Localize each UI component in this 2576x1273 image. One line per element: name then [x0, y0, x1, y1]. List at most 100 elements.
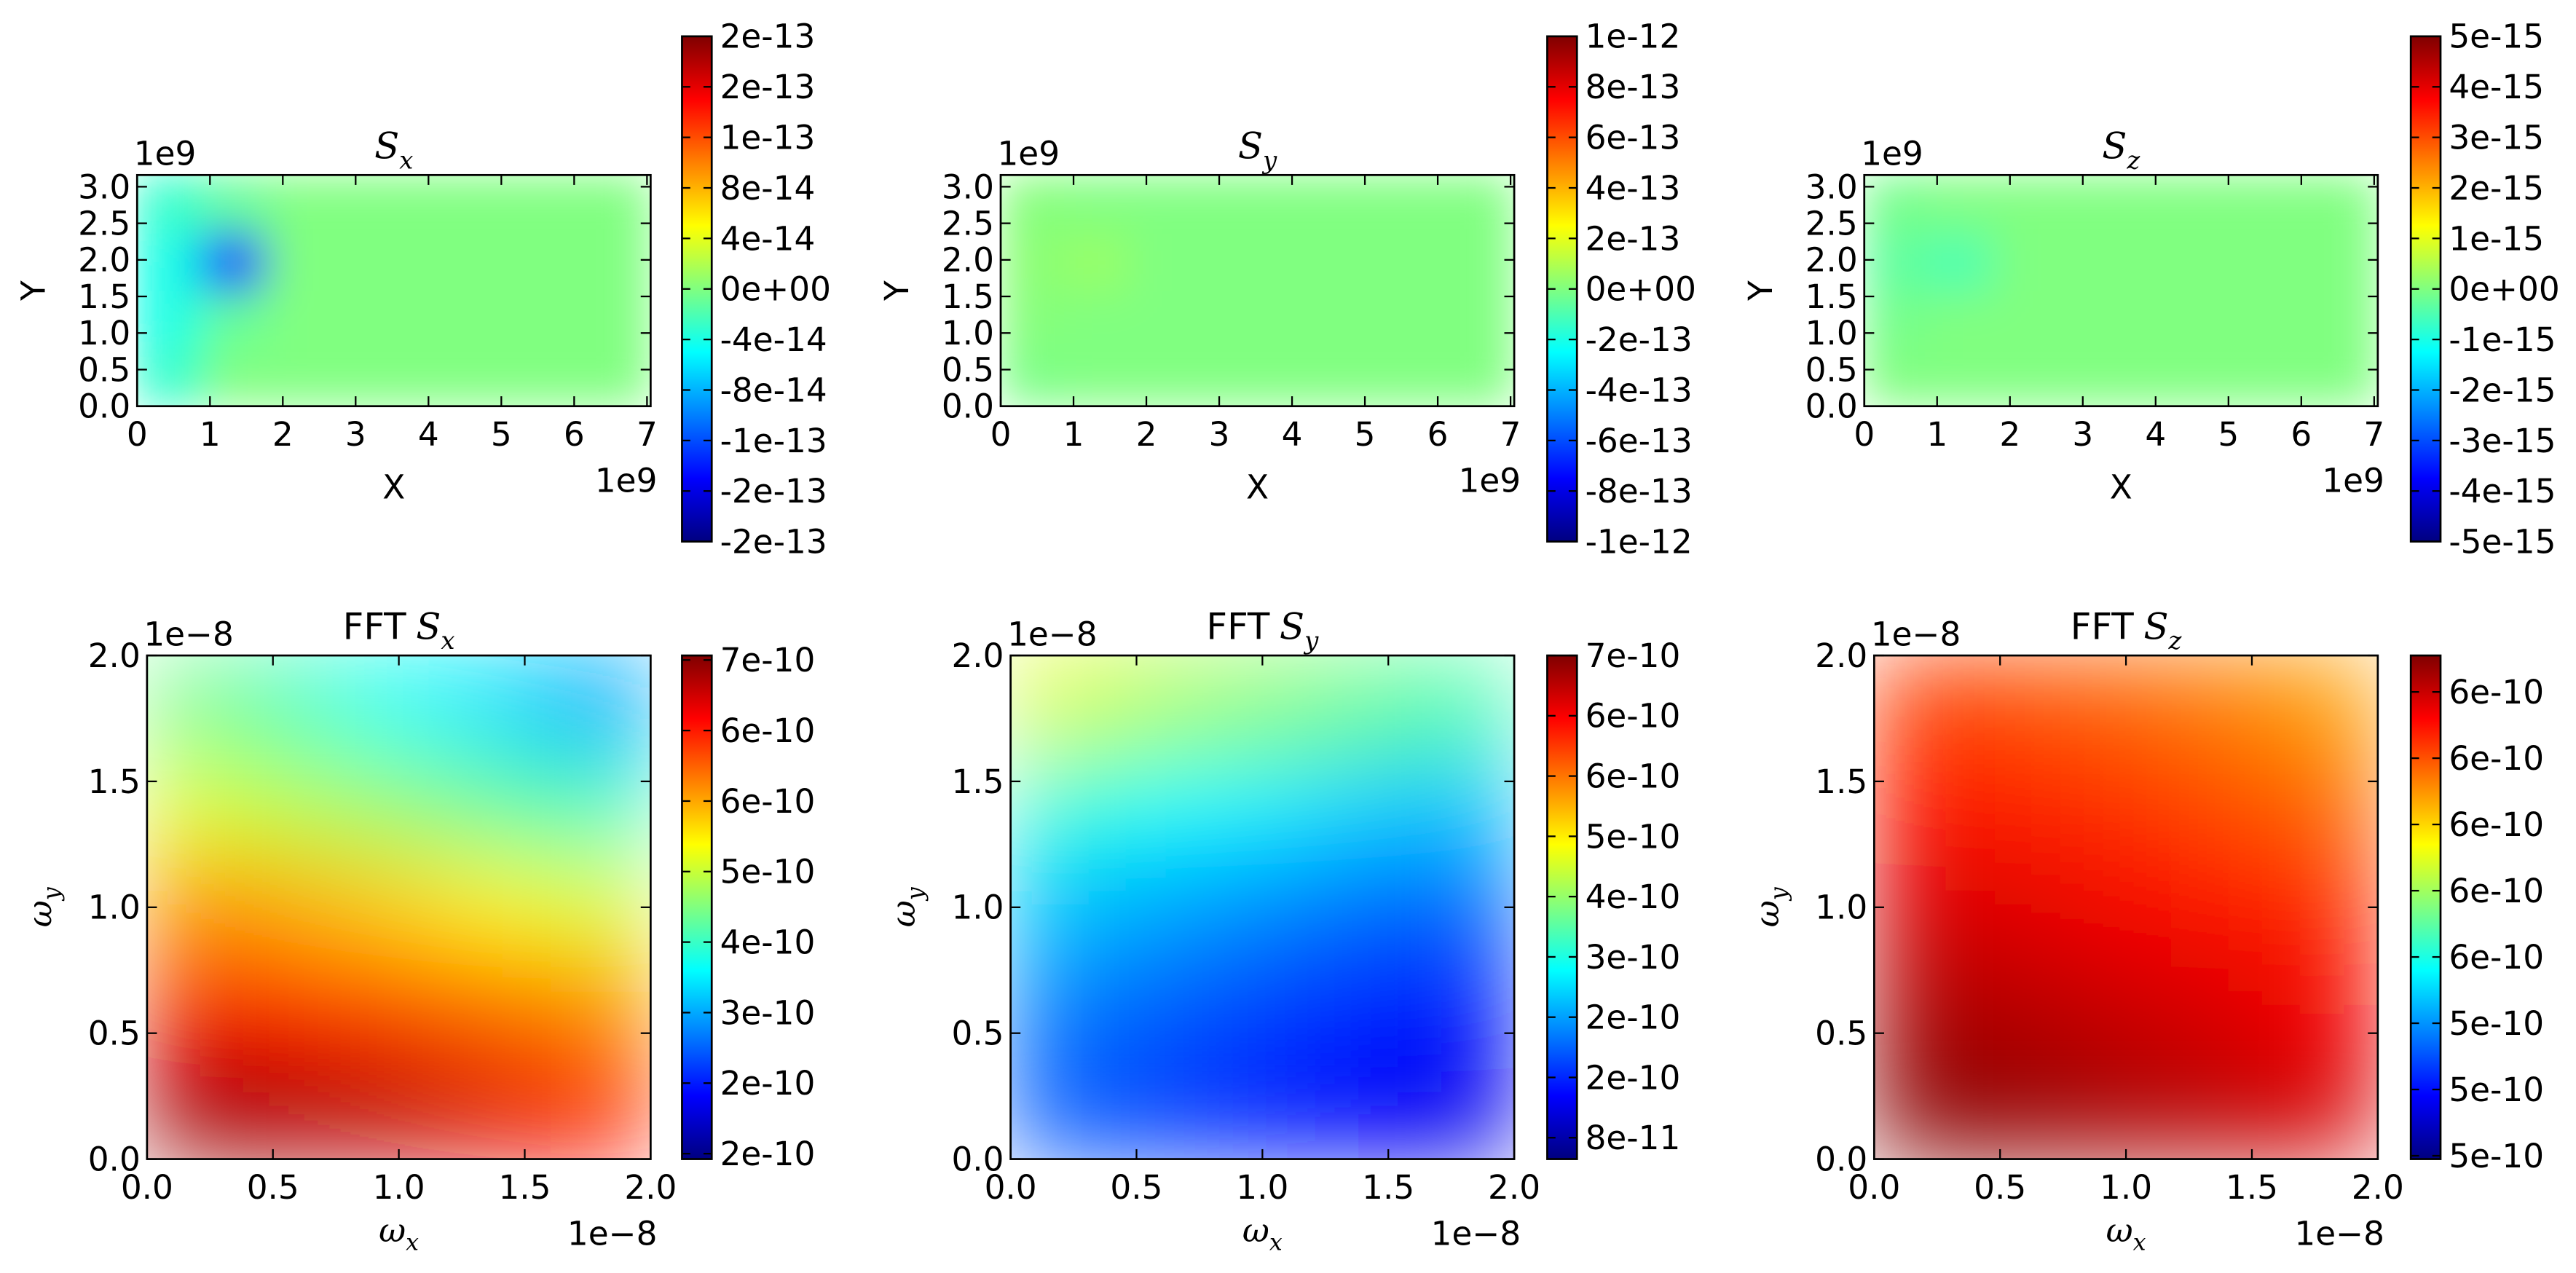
title-symbol: S — [416, 605, 441, 647]
y-offset-text: 1e9 — [997, 135, 1060, 173]
heatmap-cell — [2248, 232, 2315, 292]
y-tick-label: 0.5 — [1805, 350, 1858, 389]
y-tick-label: 1.5 — [88, 762, 141, 801]
colorbar-tick-label: -4e-15 — [2449, 472, 2556, 511]
y-tick-label: 0.0 — [88, 1140, 141, 1178]
x-tick-label: 6 — [2291, 415, 2312, 454]
colorbar-tick-label: 2e-10 — [720, 1064, 816, 1103]
x-offset-text: 1e9 — [1459, 462, 1521, 500]
heatmap-cell — [264, 232, 331, 292]
title-subscript: y — [1261, 146, 1277, 175]
heatmap-cell — [247, 755, 350, 858]
heatmap-cell — [2120, 175, 2186, 234]
heatmap-cell — [2056, 289, 2122, 350]
heatmap-cell — [586, 232, 651, 292]
title-subscript: z — [2167, 626, 2182, 655]
chart-title: Sx — [374, 125, 413, 176]
panel: 0 1 2 3 4 5 6 70.00.51.01.52.02.53.01e91e9SzXY5… — [1741, 17, 2560, 561]
y-tick-label: 1.0 — [88, 888, 141, 927]
heatmap-cell — [1412, 956, 1515, 1060]
colorbar-tick-label: -2e-13 — [720, 472, 827, 511]
heatmap-cell — [264, 289, 331, 350]
heatmap-cell — [2175, 856, 2278, 959]
heatmap-cell — [548, 655, 651, 757]
heatmap-cell — [1001, 347, 1066, 406]
x-tick-label: 4 — [418, 415, 439, 454]
heatmap-cell — [1412, 655, 1515, 757]
heatmap-cell — [146, 956, 249, 1060]
plot-frame — [1863, 173, 2379, 408]
colorbar-tick-label: 1e-15 — [2449, 219, 2544, 258]
heatmap-cell — [548, 1057, 651, 1159]
heatmap-cell — [393, 289, 460, 350]
x-tick-label: 2 — [1136, 415, 1157, 454]
y-tick-label: 0.5 — [942, 350, 994, 389]
y-axis-label: ωy — [884, 886, 929, 927]
y-tick-label: 2.5 — [1805, 204, 1858, 243]
x-tick-label: 0.5 — [1974, 1168, 2026, 1207]
chart-title: FFT Sz — [2071, 605, 2183, 655]
title-prefix: FFT — [343, 605, 406, 647]
y-tick-label: 0.0 — [942, 387, 994, 426]
colorbar-tick-label: 2e-13 — [1586, 219, 1681, 258]
y-axis-label-main: Y — [14, 280, 52, 302]
y-tick-label: 1.0 — [951, 888, 1004, 927]
x-tick-label: 2 — [1999, 415, 2020, 454]
heatmap-cell — [1974, 655, 2077, 757]
heatmap-cell — [264, 175, 331, 234]
colorbar-tick-label: 7e-10 — [1586, 636, 1681, 675]
heatmap-cell — [247, 856, 350, 959]
heatmap-cell — [2312, 347, 2378, 406]
heatmap-cell — [1010, 856, 1113, 959]
heatmap-cell — [586, 347, 651, 406]
y-tick-label: 2.0 — [951, 636, 1004, 675]
heatmap-cell — [1110, 956, 1213, 1060]
y-tick-label: 3.0 — [78, 168, 130, 206]
colorbar-tick-label: 0e+00 — [2449, 270, 2559, 309]
x-tick-label: 7 — [1500, 415, 1521, 454]
heatmap-cell — [1449, 232, 1515, 292]
heatmap-cell — [1010, 655, 1113, 757]
heatmap-cell — [457, 232, 524, 292]
y-tick-label: 3.0 — [1805, 168, 1858, 206]
title-subscript: x — [441, 626, 454, 655]
heatmap-cell — [1064, 232, 1130, 292]
y-tick-label: 1.5 — [78, 277, 130, 316]
x-axis-label: ωx — [1242, 1211, 1283, 1256]
heatmap-cell — [1110, 755, 1213, 858]
heatmap-cell — [457, 347, 524, 406]
heatmap-cell — [1874, 1057, 1976, 1159]
x-tick-label: 0.0 — [985, 1168, 1037, 1207]
heatmap-cell — [1874, 755, 1976, 858]
heatmap-cell — [448, 655, 551, 757]
heatmap — [1001, 175, 1515, 406]
heatmap-cell — [1874, 655, 1976, 757]
heatmap-cell — [247, 956, 350, 1060]
title-symbol: S — [1280, 605, 1304, 647]
heatmap-cell — [1256, 347, 1323, 406]
x-tick-label: 2.0 — [624, 1168, 677, 1207]
heatmap-cell — [1010, 755, 1113, 858]
colorbar-tick-label: 4e-10 — [720, 923, 816, 961]
chart-title: Sy — [1238, 125, 1277, 176]
colorbar-tick-label: 0e+00 — [1586, 270, 1696, 309]
heatmap-cell — [2248, 175, 2315, 234]
heatmap-cell — [2056, 347, 2122, 406]
heatmap-cell — [1211, 1057, 1314, 1159]
x-tick-label: 1 — [1063, 415, 1084, 454]
heatmap-cell — [2056, 232, 2122, 292]
heatmap-cell — [1192, 289, 1259, 350]
heatmap-cell — [1991, 347, 2058, 406]
heatmap-cell — [548, 755, 651, 858]
x-axis-label: ωx — [379, 1211, 419, 1256]
heatmap-cell — [448, 1057, 551, 1159]
colorbar-tick-label: 7e-10 — [720, 641, 816, 679]
heatmap-cell — [1312, 655, 1414, 757]
y-tick-label: 2.5 — [942, 204, 994, 243]
x-tick-label: 0.0 — [1848, 1168, 1900, 1207]
colorbar: 5e-15 4e-15 3e-15 2e-15 1e-15 0e+00 -1e-15 -2e-… — [2409, 17, 2560, 561]
heatmap-cell — [146, 856, 249, 959]
colorbar-tick-label: -3e-15 — [2449, 422, 2556, 460]
heatmap-cell — [1864, 347, 1930, 406]
